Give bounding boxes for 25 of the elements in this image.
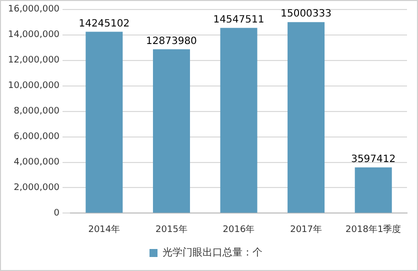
y-tick-label: 0 [54, 208, 60, 219]
y-tick-label: 8,000,000 [14, 106, 60, 117]
y-tick-label: 14,000,000 [8, 30, 60, 40]
bar [354, 167, 392, 213]
x-tick-label: 2017年 [290, 224, 322, 235]
bar [86, 32, 123, 213]
data-label: 15000333 [280, 8, 332, 20]
y-tick-label: 4,000,000 [14, 158, 60, 168]
x-tick-label: 2015年 [156, 224, 188, 235]
data-label: 12873980 [146, 36, 197, 47]
y-tick-label: 10,000,000 [8, 81, 60, 92]
bar [152, 49, 190, 213]
y-tick-label: 12,000,000 [8, 56, 60, 66]
x-tick-label: 2014年 [88, 224, 120, 235]
y-tick-label: 2,000,000 [14, 183, 60, 194]
bar [220, 28, 258, 213]
bar [288, 22, 325, 213]
legend-label: 光学门眼出口总量：个 [162, 246, 262, 259]
x-tick-label: 2016年 [222, 224, 255, 235]
data-label: 3597412 [351, 154, 396, 165]
data-label: 14547511 [213, 14, 264, 26]
y-tick-label: 16,000,000 [8, 4, 60, 15]
data-label: 14245102 [78, 18, 130, 30]
x-tick-label: 2018年1季度 [346, 224, 402, 235]
y-tick-label: 6,000,000 [14, 132, 60, 142]
